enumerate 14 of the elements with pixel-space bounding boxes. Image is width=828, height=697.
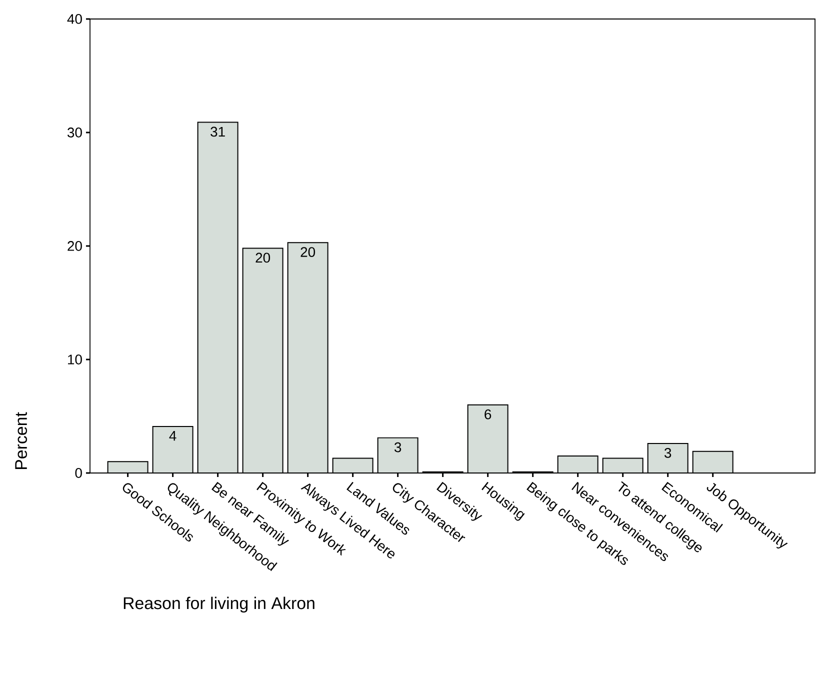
y-tick-label: 0 bbox=[75, 468, 82, 478]
data-label: 4 bbox=[169, 430, 176, 441]
data-label: 3 bbox=[394, 442, 402, 452]
y-tick-label: 10 bbox=[68, 354, 82, 364]
data-label: 3 bbox=[664, 448, 672, 458]
data-label: 20 bbox=[300, 247, 316, 257]
data-label: 6 bbox=[484, 409, 492, 420]
y-tick-label: 30 bbox=[67, 128, 82, 138]
x-axis-title: Reason for living in Akron bbox=[124, 596, 314, 613]
data-label: 31 bbox=[210, 126, 225, 137]
y-axis-title: Percent bbox=[15, 412, 28, 470]
y-tick-label: 20 bbox=[68, 241, 82, 251]
data-label: 20 bbox=[256, 252, 270, 263]
y-tick-label: 40 bbox=[67, 14, 82, 24]
